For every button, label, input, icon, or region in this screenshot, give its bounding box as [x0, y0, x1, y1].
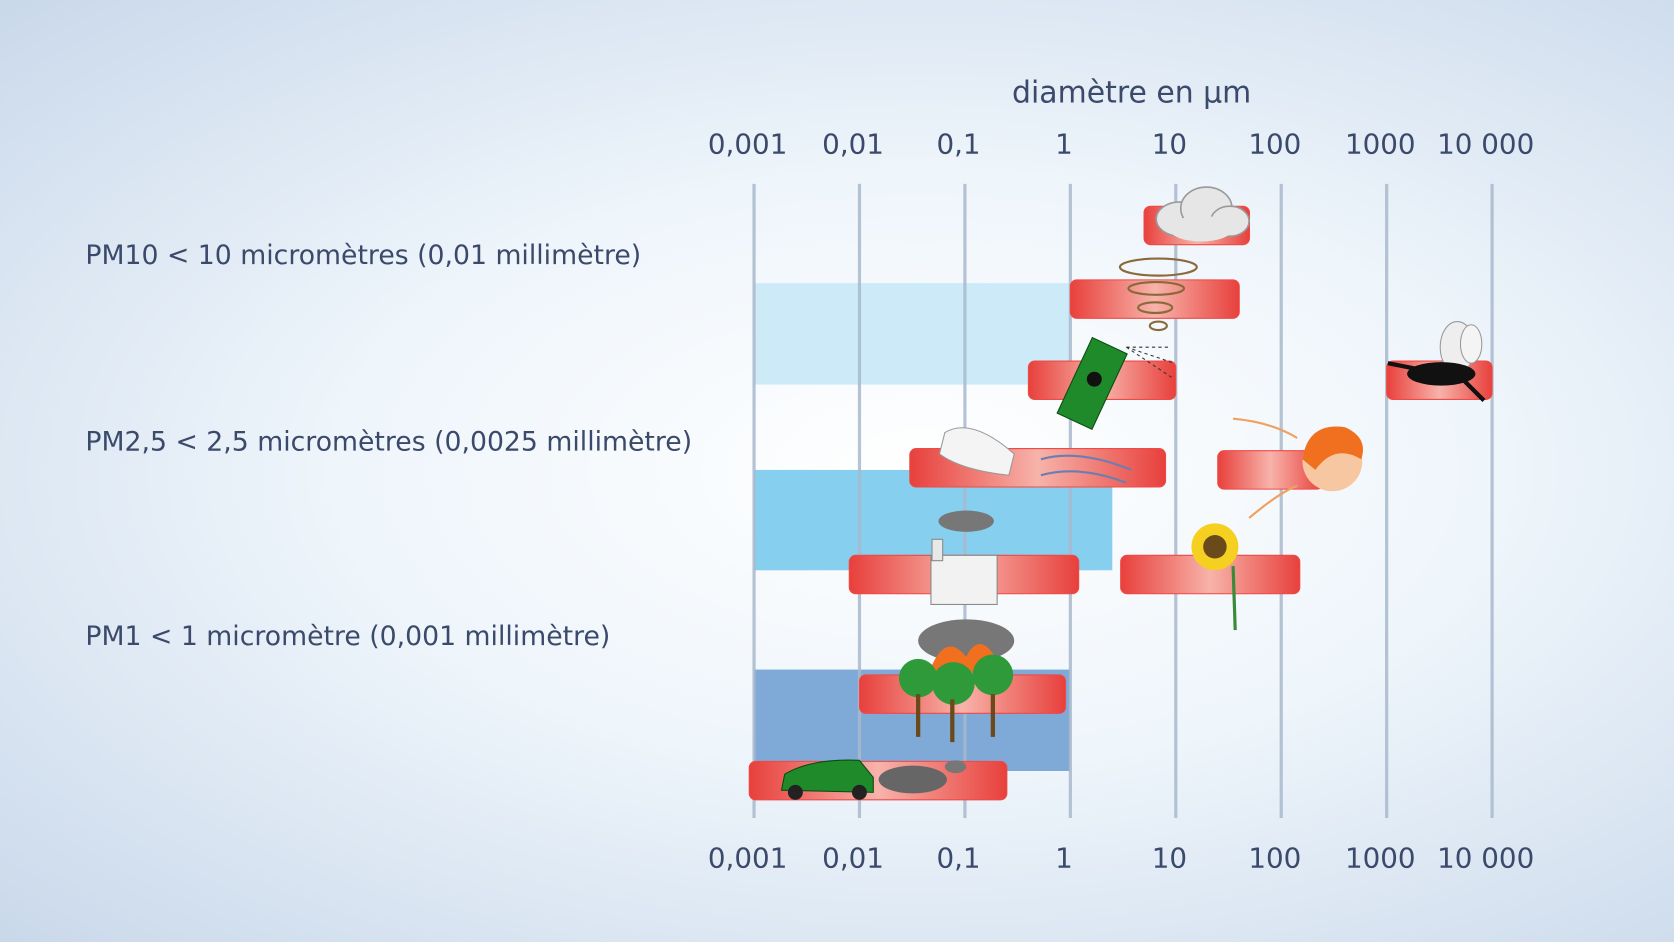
factory-icon: [930, 510, 998, 605]
insect-icon: [1387, 321, 1486, 403]
icons: [780, 186, 1486, 800]
x-tick-label: 10 000: [1437, 127, 1534, 160]
x-tick-label: 0,01: [822, 127, 884, 160]
x-tick-label: 1000: [1345, 127, 1416, 160]
x-tick-label: 1: [1055, 842, 1073, 875]
fire-icon: [898, 619, 1015, 743]
x-tick-label: 0,001: [708, 127, 787, 160]
x-tick-label: 10 000: [1437, 842, 1534, 875]
cloud-icon: [1155, 186, 1250, 242]
band-label: PM10 < 10 micromètres (0,01 millimètre): [85, 240, 641, 271]
sunflower-icon: [1191, 523, 1239, 631]
head-icon: [1232, 417, 1363, 519]
tornado-icon: [1118, 257, 1198, 332]
x-tick-label: 0,01: [822, 842, 884, 875]
band-label: PM2,5 < 2,5 micromètres (0,0025 millimèt…: [85, 427, 692, 458]
spray-icon: [1056, 336, 1175, 431]
car-icon: [780, 759, 967, 800]
x-tick-label: 0,1: [936, 127, 980, 160]
band-label: PM1 < 1 micromètre (0,001 millimètre): [85, 621, 610, 652]
range-bar: [1069, 279, 1240, 319]
x-tick-label: 10: [1152, 127, 1187, 160]
pm-band: [754, 283, 1071, 385]
x-tick-label: 0,001: [708, 842, 787, 875]
x-tick-label: 100: [1248, 842, 1301, 875]
salt-icon: [938, 427, 1133, 484]
axis-title: diamètre en μm: [1012, 76, 1251, 111]
x-tick-label: 0,1: [936, 842, 980, 875]
x-tick-label: 10: [1152, 842, 1187, 875]
x-tick-label: 1: [1055, 127, 1073, 160]
x-tick-label: 1000: [1345, 842, 1416, 875]
x-tick-label: 100: [1248, 127, 1301, 160]
